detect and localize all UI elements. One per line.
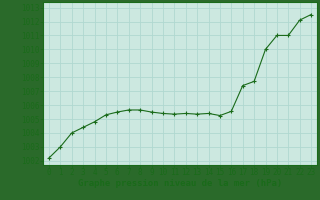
X-axis label: Graphe pression niveau de la mer (hPa): Graphe pression niveau de la mer (hPa) xyxy=(78,179,282,188)
